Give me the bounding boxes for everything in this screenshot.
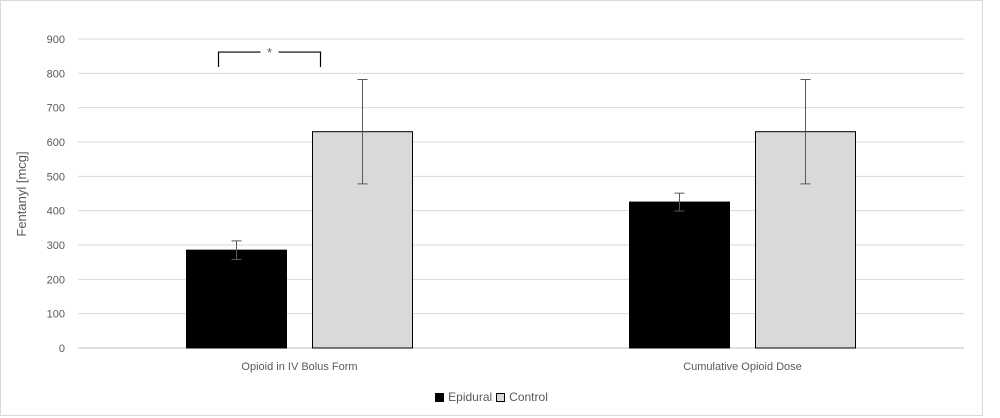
bars <box>186 131 856 349</box>
legend-label: Control <box>509 390 548 404</box>
legend: Epidural Control <box>0 390 983 405</box>
legend-label: Epidural <box>448 390 493 404</box>
y-tick-label: 800 <box>47 68 65 80</box>
x-tick-label: Opioid in IV Bolus Form <box>241 361 357 373</box>
x-tick-label: Cumulative Opioid Dose <box>683 361 802 373</box>
legend-swatch <box>435 392 445 402</box>
y-axis-label: Fentanyl [mcg] <box>14 151 29 236</box>
significance-annotations: * <box>217 45 322 68</box>
y-tick-labels: 0 100 200 300 400 500 600 700 800 900 <box>47 34 65 355</box>
significance-star: * <box>267 45 272 60</box>
bar-epidural <box>629 201 730 349</box>
bar-epidural <box>186 249 287 349</box>
chart-frame <box>0 0 983 416</box>
y-tick-label: 100 <box>47 309 65 321</box>
y-tick-label: 900 <box>47 34 65 46</box>
legend-swatch <box>496 392 506 402</box>
y-tick-label: 200 <box>47 274 65 286</box>
y-tick-label: 500 <box>47 171 65 183</box>
y-tick-label: 400 <box>47 206 65 218</box>
y-tick-label: 0 <box>59 343 65 355</box>
y-tick-label: 300 <box>47 240 65 252</box>
x-tick-labels: Opioid in IV Bolus Form Cumulative Opioid… <box>241 361 801 373</box>
y-tick-label: 700 <box>47 103 65 115</box>
error-bars <box>231 79 811 260</box>
legend-item-control: Control <box>496 390 548 404</box>
y-tick-label: 600 <box>47 137 65 149</box>
significance-bracket <box>217 51 322 68</box>
legend-item-epidural: Epidural <box>435 390 492 404</box>
